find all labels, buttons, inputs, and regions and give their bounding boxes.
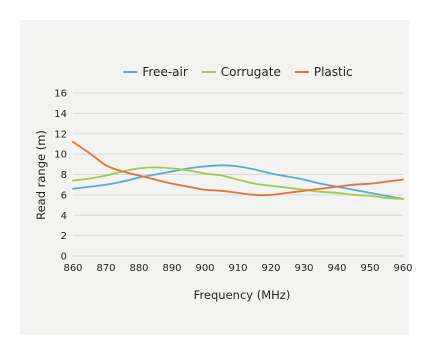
series-line-free-air — [72, 164, 404, 200]
legend-label: Free-air — [142, 65, 187, 79]
x-axis-title: Frequency (MHz) — [194, 288, 291, 302]
x-tick-label: 940 — [327, 263, 346, 274]
x-tick-label: 920 — [261, 263, 280, 274]
x-tick-label: 890 — [162, 263, 181, 274]
y-tick-label: 12 — [54, 129, 67, 140]
legend-label: Plastic — [314, 65, 353, 79]
y-tick-label: 10 — [54, 150, 67, 161]
y-tick-label: 2 — [61, 231, 67, 242]
x-tick-label: 900 — [195, 263, 214, 274]
x-tick-label: 870 — [96, 263, 115, 274]
x-tick-label: 880 — [129, 263, 148, 274]
y-tick-label: 8 — [61, 170, 67, 181]
legend-item-free-air: Free-air — [123, 65, 188, 79]
x-tick-label: 960 — [393, 263, 412, 274]
x-tick-label: 910 — [228, 263, 247, 274]
legend-item-corrugate: Corrugate — [201, 65, 281, 79]
series-lines — [72, 141, 404, 200]
legend: Free-air Corrugate Plastic — [123, 65, 353, 79]
x-tick-label: 930 — [294, 263, 313, 274]
x-tick-label: 950 — [360, 263, 379, 274]
y-axis-title: Read range (m) — [34, 130, 48, 220]
y-tick-label: 14 — [54, 109, 67, 120]
y-tick-label: 0 — [61, 252, 67, 263]
y-tick-label: 4 — [61, 211, 67, 222]
x-axis-ticks: 860 870 880 890 900 910 920 930 940 950 960 — [63, 263, 412, 274]
series-line-plastic — [72, 141, 404, 197]
legend-label: Corrugate — [221, 65, 281, 79]
x-tick-label: 860 — [63, 263, 82, 274]
grid-lines — [73, 92, 403, 257]
y-tick-label: 16 — [54, 89, 67, 100]
y-axis-ticks: 0 2 4 6 8 10 12 14 16 — [54, 89, 67, 263]
y-tick-label: 6 — [61, 190, 67, 201]
series-line-corrugate — [72, 166, 404, 200]
legend-item-plastic: Plastic — [294, 65, 353, 79]
